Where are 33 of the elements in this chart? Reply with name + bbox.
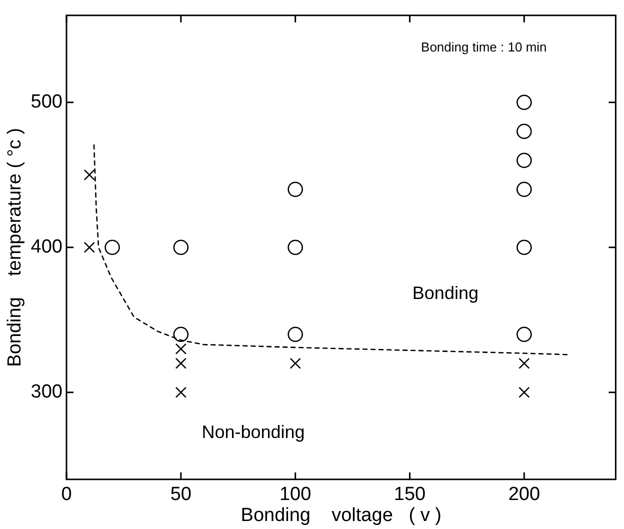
point [288, 182, 303, 198]
point [175, 386, 187, 398]
point [173, 240, 189, 256]
annotation: Non-bonding [202, 422, 305, 442]
point [84, 169, 95, 180]
x-tick-label: 200 [508, 484, 540, 506]
point [516, 94, 532, 110]
x-tick-label: 150 [394, 484, 426, 506]
y-axis-title: Bonding temperature ( °c ) [4, 128, 26, 367]
y-tick-label: 400 [30, 236, 62, 258]
point [288, 326, 303, 342]
point [288, 240, 303, 256]
x-axis-title: Bonding voltage ( v ) [240, 504, 442, 526]
point [516, 240, 532, 256]
point [516, 152, 532, 168]
point [175, 343, 187, 354]
x-tick-label: 100 [279, 484, 312, 506]
point [290, 358, 301, 369]
point [518, 386, 530, 398]
y-tick-label: 500 [30, 92, 62, 113]
point [516, 182, 532, 198]
annotation: Bonding [412, 282, 478, 303]
annotation: Bonding time : 10 min [421, 39, 547, 54]
x-tick-label: 50 [170, 484, 192, 506]
point [518, 358, 530, 369]
point [516, 326, 532, 342]
y-tick-label: 300 [30, 382, 62, 403]
point [84, 242, 95, 253]
point [516, 124, 532, 140]
x-tick-label: 0 [61, 484, 72, 506]
point [175, 358, 187, 369]
point [173, 326, 189, 342]
point [104, 240, 120, 256]
